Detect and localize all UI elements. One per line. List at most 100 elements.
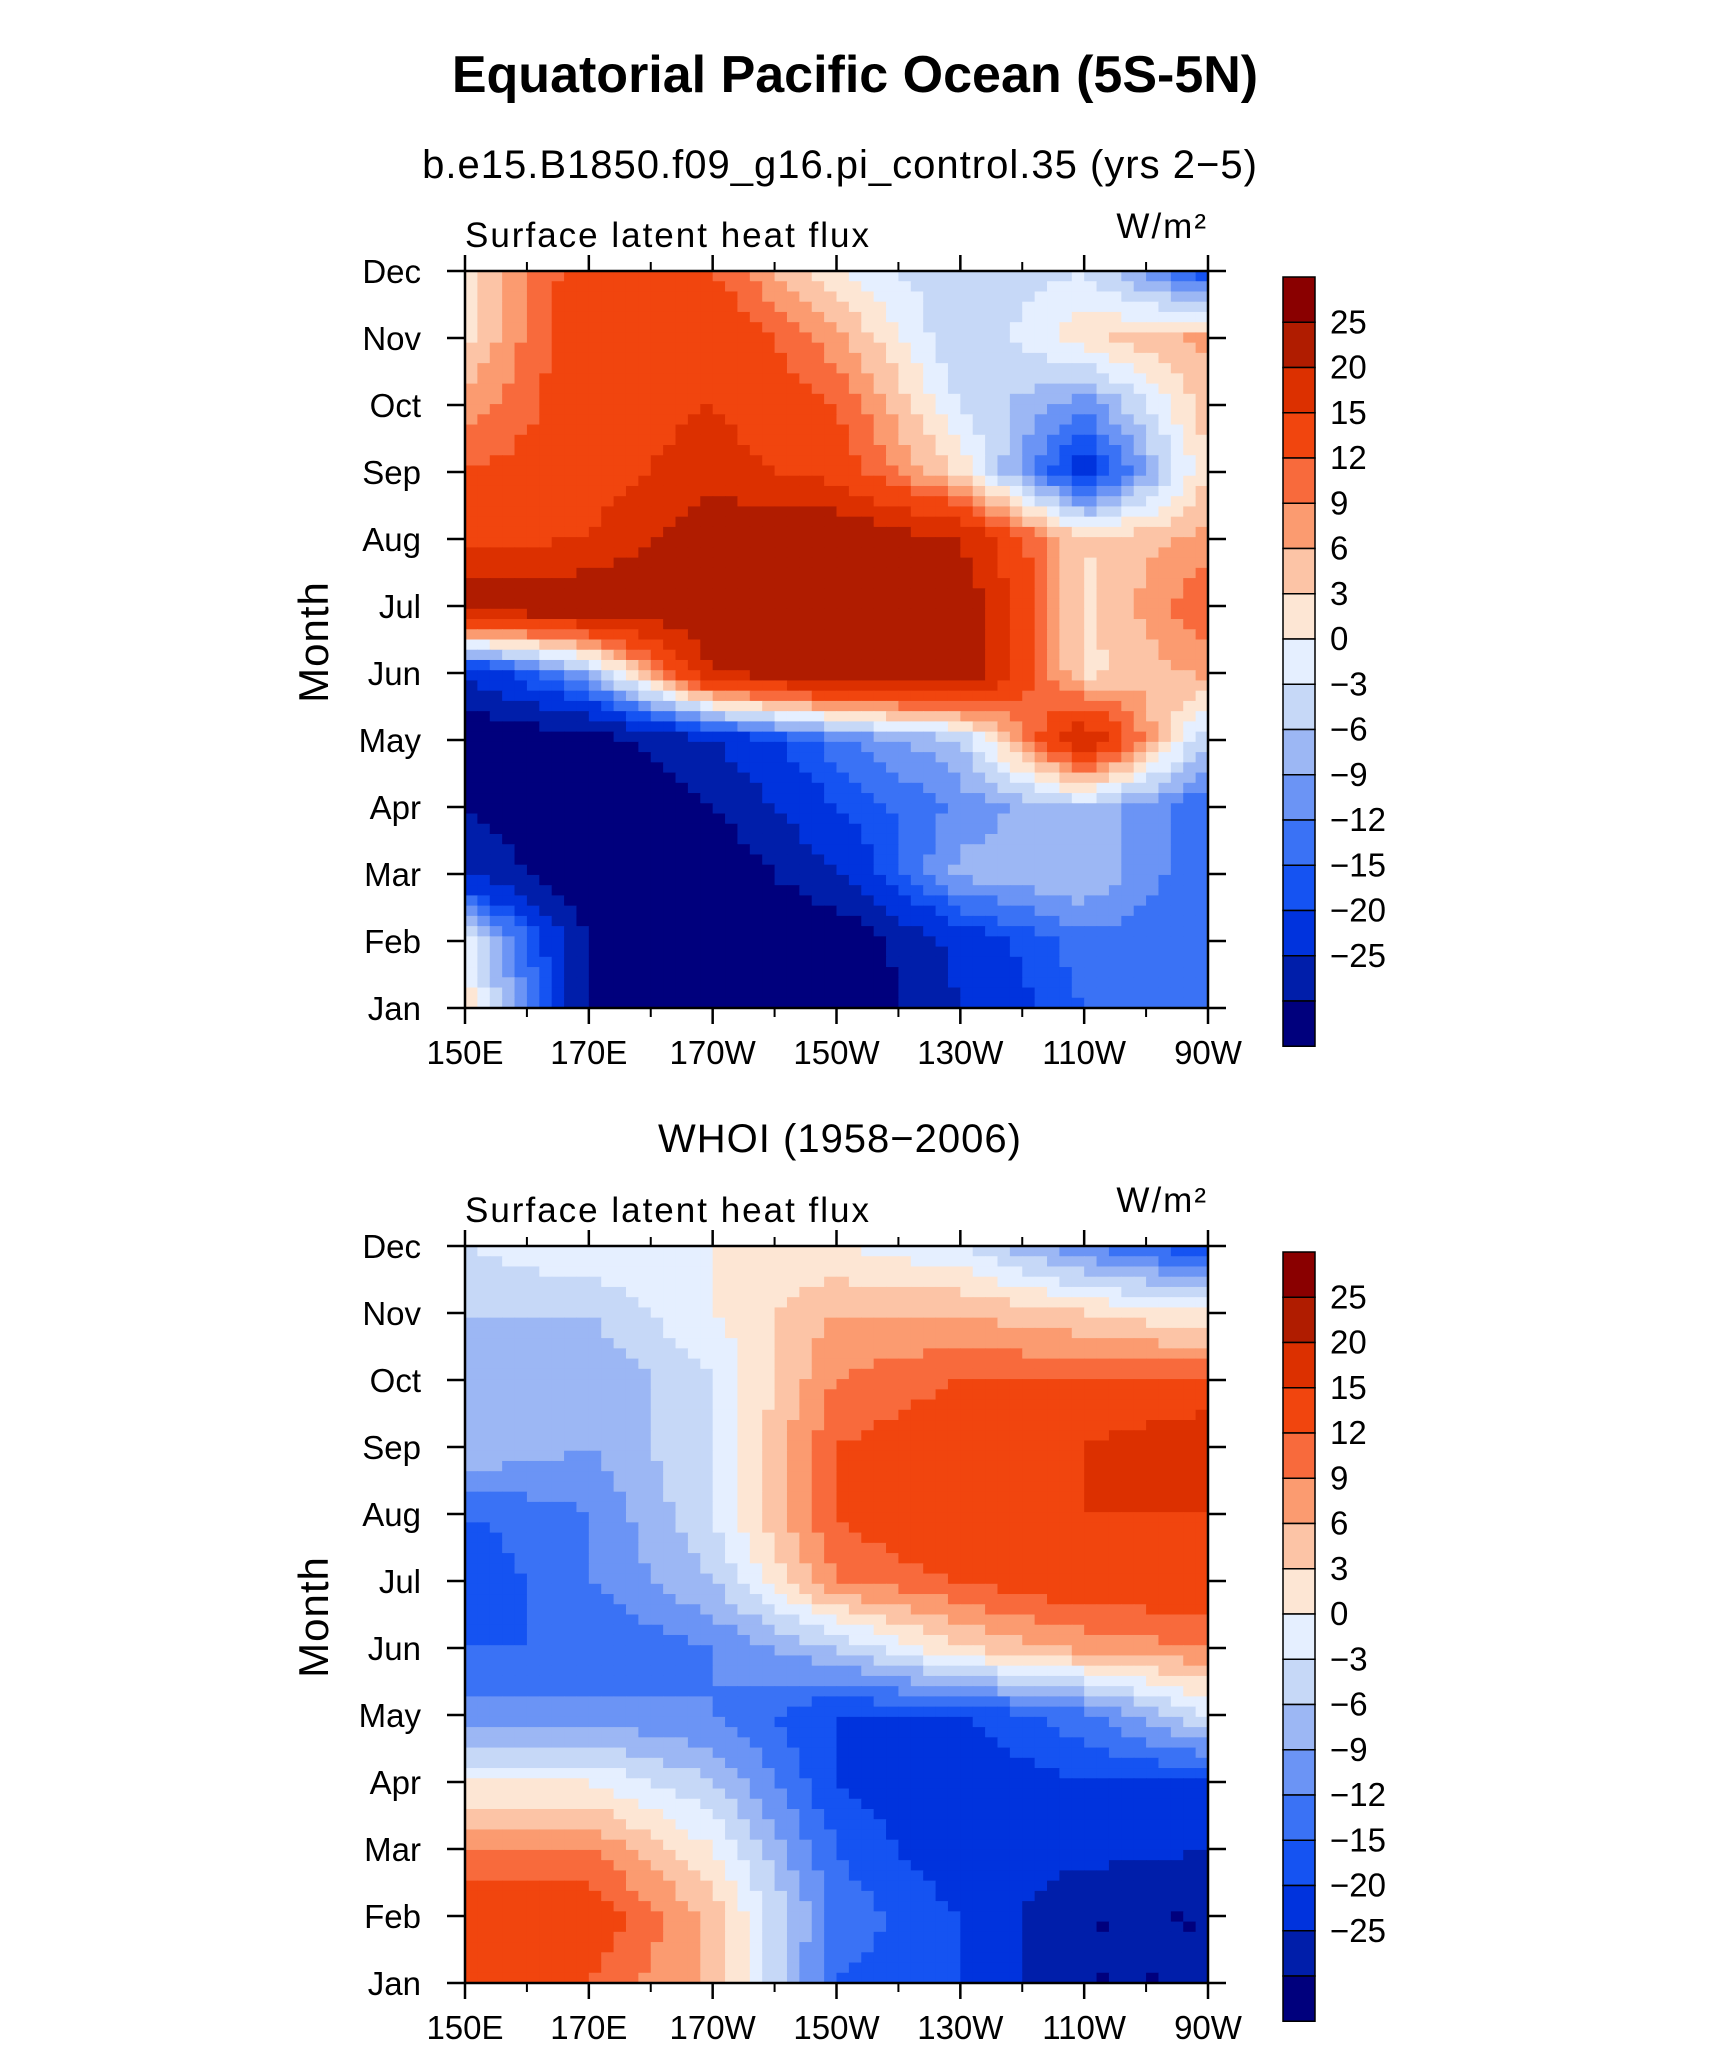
heat-cell — [812, 824, 825, 835]
heat-cell — [713, 537, 726, 548]
heat-cell — [576, 517, 589, 528]
heat-cell — [1171, 732, 1184, 743]
heat-cell — [762, 865, 775, 876]
heat-cell — [1059, 1307, 1072, 1318]
heat-cell — [849, 384, 862, 395]
heat-cell — [1146, 599, 1159, 610]
heat-cell — [824, 793, 837, 804]
heat-cell — [1010, 425, 1023, 436]
heat-cell — [663, 476, 676, 487]
heat-cell — [651, 936, 664, 947]
heat-cell — [1072, 1328, 1085, 1339]
heat-cell — [1158, 916, 1171, 927]
heat-cell — [762, 854, 775, 865]
heat-cell — [799, 414, 812, 425]
heat-cell — [490, 476, 503, 487]
heat-cell — [601, 916, 614, 927]
heat-cell — [614, 363, 627, 374]
heat-cell — [861, 691, 874, 702]
heat-cell — [799, 599, 812, 610]
heat-cell — [564, 742, 577, 753]
heat-cell — [465, 588, 478, 599]
heat-cell — [515, 394, 528, 405]
heat-cell — [1010, 988, 1023, 999]
heat-cell — [1022, 824, 1035, 835]
heat-cell — [465, 957, 478, 968]
heat-cell — [576, 926, 589, 937]
heat-cell — [1010, 865, 1023, 876]
heat-cell — [564, 343, 577, 354]
heat-cell — [725, 947, 738, 958]
heat-cell — [502, 916, 515, 927]
heat-cell — [861, 803, 874, 814]
heat-cell — [626, 404, 639, 415]
heat-cell — [651, 783, 664, 794]
heat-cell — [911, 1328, 924, 1339]
heat-cell — [651, 742, 664, 753]
heat-cell — [490, 281, 503, 292]
heat-cell — [676, 363, 689, 374]
heat-cell — [973, 609, 986, 620]
heat-cell — [948, 332, 961, 343]
heat-cell — [837, 752, 850, 763]
heat-cell — [576, 834, 589, 845]
heat-cell — [1109, 291, 1122, 302]
heat-cell — [923, 854, 936, 865]
heat-cell — [812, 619, 825, 630]
heat-cell — [663, 588, 676, 599]
heat-cell — [700, 404, 713, 415]
heat-cell — [1047, 1256, 1060, 1267]
heat-cell — [898, 895, 911, 906]
heat-cell — [997, 486, 1010, 497]
heat-cell — [490, 854, 503, 865]
heat-cell — [787, 476, 800, 487]
heat-cell — [898, 834, 911, 845]
heat-cell — [502, 537, 515, 548]
heat-cell — [1022, 711, 1035, 722]
heat-cell — [576, 906, 589, 917]
heat-cell — [502, 1338, 515, 1349]
heat-cell — [960, 742, 973, 753]
heat-cell — [799, 988, 812, 999]
heat-cell — [787, 640, 800, 651]
heat-cell — [762, 1297, 775, 1308]
heat-cell — [1072, 691, 1085, 702]
heat-cell — [638, 517, 651, 528]
heat-cell — [1097, 404, 1110, 415]
heat-cell — [874, 629, 887, 640]
heat-cell — [589, 854, 602, 865]
heat-cell — [1084, 496, 1097, 507]
heat-cell — [502, 476, 515, 487]
heat-cell — [1109, 558, 1122, 569]
heat-cell — [1010, 353, 1023, 364]
heat-cell — [688, 547, 701, 558]
heat-cell — [960, 588, 973, 599]
heat-cell — [1146, 701, 1159, 712]
heat-cell — [997, 1277, 1010, 1288]
heat-cell — [861, 588, 874, 599]
heat-cell — [576, 291, 589, 302]
heat-cell — [812, 691, 825, 702]
heat-cell — [1022, 527, 1035, 538]
heat-cell — [737, 875, 750, 886]
heat-cell — [1134, 947, 1147, 958]
heat-cell — [911, 1287, 924, 1298]
heat-cell — [1146, 691, 1159, 702]
heat-cell — [688, 691, 701, 702]
heat-cell — [837, 721, 850, 732]
heat-cell — [737, 445, 750, 456]
heat-cell — [824, 875, 837, 886]
heat-cell — [973, 711, 986, 722]
heat-cell — [564, 302, 577, 313]
heat-cell — [960, 977, 973, 988]
heat-cell — [502, 803, 515, 814]
heat-cell — [1183, 834, 1196, 845]
heat-cell — [601, 711, 614, 722]
heat-cell — [1059, 271, 1072, 282]
heat-cell — [638, 865, 651, 876]
heat-cell — [849, 291, 862, 302]
heat-cell — [1022, 568, 1035, 579]
heat-cell — [626, 271, 639, 282]
heat-cell — [911, 773, 924, 784]
